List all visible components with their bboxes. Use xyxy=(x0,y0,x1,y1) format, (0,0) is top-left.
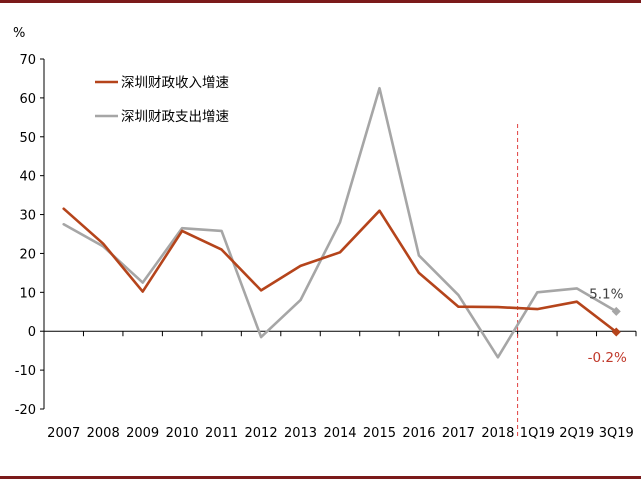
top-border xyxy=(0,0,641,3)
y-tick-label: 60 xyxy=(19,92,36,107)
series-line-expenditure xyxy=(62,86,618,359)
x-tick-label: 2008 xyxy=(87,426,120,441)
series-lines xyxy=(62,86,618,359)
endpoint-markers xyxy=(611,306,621,337)
x-tick-label: 1Q19 xyxy=(520,426,555,441)
legend-label-expenditure: 深圳财政支出增速 xyxy=(121,109,229,125)
x-tick-label: 3Q19 xyxy=(599,426,634,441)
y-tick-label: 70 xyxy=(19,53,36,68)
x-tick-label: 2011 xyxy=(205,426,238,441)
x-tick-label: 2014 xyxy=(323,426,356,441)
y-tick-label: 30 xyxy=(19,209,36,224)
x-tick-label: 2Q19 xyxy=(559,426,594,441)
data-label: -0.2% xyxy=(588,350,627,366)
legend: 深圳财政收入增速 深圳财政支出增速 xyxy=(95,75,229,125)
x-tick-label: 2016 xyxy=(402,426,435,441)
y-tick-label: -10 xyxy=(15,364,36,379)
expenditure-end-marker xyxy=(611,306,621,316)
y-unit-label: % xyxy=(13,26,25,41)
y-tick-label: 0 xyxy=(28,325,36,340)
y-tick-label: 50 xyxy=(19,131,36,146)
x-tick-labels: 2007 2008 2009 2010 2011 2012 2013 2014 2015 2016… xyxy=(47,426,634,441)
axes xyxy=(40,58,637,410)
x-tick-label: 2010 xyxy=(166,426,199,441)
x-tick-label: 2017 xyxy=(442,426,475,441)
y-tick-label: 20 xyxy=(19,247,36,262)
data-labels: 5.1% -0.2% xyxy=(588,286,627,366)
series-line-revenue xyxy=(62,207,618,334)
x-tick-label: 2012 xyxy=(245,426,278,441)
revenue-end-marker xyxy=(611,327,621,337)
x-tick-label: 2007 xyxy=(47,426,80,441)
y-tick-labels: 70 60 50 40 30 20 10 0 -10 -20 xyxy=(15,53,36,418)
y-tick-label: 40 xyxy=(19,170,36,185)
x-tick-label: 2009 xyxy=(126,426,159,441)
y-tick-label: 10 xyxy=(19,286,36,301)
x-tick-label: 2013 xyxy=(284,426,317,441)
y-tick-label: -20 xyxy=(15,403,36,418)
x-tick-label: 2015 xyxy=(363,426,396,441)
x-tick-label: 2018 xyxy=(481,426,514,441)
legend-label-revenue: 深圳财政收入增速 xyxy=(121,75,229,91)
bottom-border xyxy=(0,476,641,479)
data-label: 5.1% xyxy=(589,286,623,302)
